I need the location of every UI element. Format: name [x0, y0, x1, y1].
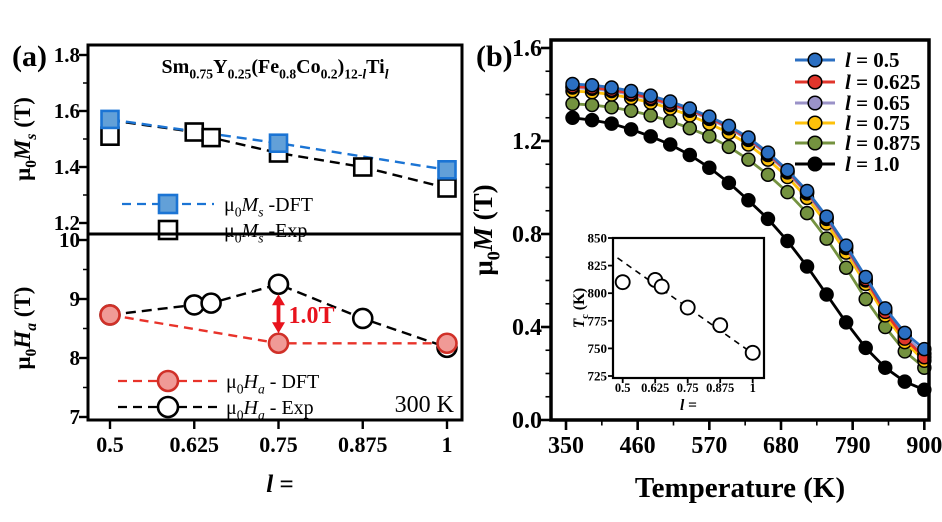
- inset-ytick: 825: [588, 258, 608, 273]
- a-top-ylabel: μ0Ms (T): [10, 97, 40, 181]
- a-bottom-ytick: 10: [59, 228, 80, 252]
- a-xlabel: l =: [266, 471, 293, 498]
- a-top-ytick: 1.4: [54, 155, 81, 179]
- series-l-0.5: [565, 76, 932, 357]
- legend-label-l-0.5: l = 0.5: [845, 48, 900, 72]
- inset-ytick: 800: [588, 286, 608, 301]
- a-bottom-ytick: 8: [70, 346, 81, 370]
- a-xtick: 1: [442, 432, 453, 457]
- series-l-1.0: [565, 110, 932, 398]
- panel-a: 1.2 1.4 1.6 1.8 Sm0.75Y0.25(Fe0.8Co0.2)12-lT…: [10, 43, 464, 498]
- panel-a-title: Sm0.75Y0.25(Fe0.8Co0.2)12-lTil: [162, 56, 389, 81]
- a-bottom-ytick: 7: [70, 405, 81, 429]
- legend-row-l-0.875: l = 0.875: [795, 131, 921, 155]
- a-bottom-ytick: 9: [70, 287, 81, 311]
- panel-a-bottom-plot: 1.0T 7 8 9 10 0.5 0.625 0.75 0.875 1 μ0Ha (T) l = 30…: [10, 228, 464, 498]
- series-ms-dft: [100, 109, 457, 180]
- b-ytick: 1.6: [512, 36, 542, 62]
- inset-ytick: 725: [588, 369, 608, 384]
- b-ytick: 0.8: [512, 222, 542, 248]
- inset-tc-points: [614, 272, 761, 361]
- inset-xtick: 0.875: [706, 381, 734, 395]
- a-xtick: 0.5: [96, 432, 124, 457]
- a-top-ytick: 1.2: [54, 211, 80, 235]
- a-top-ytick: 1.6: [54, 99, 80, 123]
- b-ytick: 0.4: [512, 315, 542, 341]
- series-ha-dft: [99, 304, 458, 355]
- legend-label-l-1.0: l = 1.0: [845, 152, 900, 176]
- b-ylabel: μ0M (T): [468, 184, 503, 275]
- b-xtick: 680: [763, 433, 799, 459]
- legend-ms-dft: μ0Ms -DFT: [224, 194, 313, 219]
- legend-row-l-0.65: l = 0.65: [795, 91, 910, 115]
- inset-xtick: 0.5: [615, 381, 631, 395]
- panel-b: 350 460 570 680 790 900 0.0 0.4 0.8 1.2 1.6 μ0M (T)…: [468, 36, 942, 504]
- inset-ytick: 750: [588, 341, 608, 356]
- legend-ms-exp: μ0Ms -Exp: [224, 220, 307, 245]
- a-xtick: 0.625: [170, 432, 220, 457]
- inset-xtick: 1: [750, 381, 756, 395]
- panel-b-inset: 725 750 775 800 825 850 0.5 0.625 0.75 0.875 1 Tc (…: [571, 231, 766, 414]
- b-xtick: 900: [906, 433, 942, 459]
- a-top-ytick: 1.8: [54, 43, 80, 67]
- b-xtick: 350: [548, 433, 584, 459]
- b-xlabel: Temperature (K): [635, 472, 845, 504]
- legend-row-l-0.625: l = 0.625: [795, 70, 921, 94]
- legend-ha-exp: μ0Ha - Exp: [226, 397, 314, 422]
- b-ytick: 0.0: [512, 408, 542, 434]
- panel-b-label: (b): [476, 40, 513, 73]
- delta-arrow-annotation: 1.0T: [272, 294, 335, 334]
- inset-xlabel: l =: [680, 397, 697, 414]
- panel-a-label: (a): [12, 40, 47, 73]
- inset-ytick: 775: [588, 313, 608, 328]
- inset-ytick: 850: [588, 231, 608, 246]
- inset-ylabel: Tc (K): [571, 288, 591, 328]
- a-xtick: 0.875: [338, 432, 388, 457]
- a-bottom-ylabel: μ0Ha (T): [10, 287, 40, 370]
- inset-xtick: 0.625: [641, 381, 669, 395]
- legend-ha-dft: μ0Ha - DFT: [226, 371, 319, 396]
- legend-label-l-0.625: l = 0.625: [845, 70, 921, 94]
- a-xtick: 0.75: [259, 432, 298, 457]
- b-xtick: 790: [835, 433, 871, 459]
- legend-row-l-1.0: l = 1.0: [795, 152, 900, 176]
- legend-label-l-0.875: l = 0.875: [845, 131, 921, 155]
- legend-label-l-0.65: l = 0.65: [845, 91, 910, 115]
- temperature-annotation: 300 K: [395, 392, 455, 418]
- b-xtick: 570: [691, 433, 727, 459]
- panel-a-top-plot: 1.2 1.4 1.6 1.8 Sm0.75Y0.25(Fe0.8Co0.2)12-lT…: [10, 43, 464, 245]
- arrow-label: 1.0T: [289, 303, 335, 329]
- inset-xtick: 0.75: [677, 381, 699, 395]
- legend-row-l-0.5: l = 0.5: [795, 48, 900, 72]
- b-xtick: 460: [620, 433, 656, 459]
- legend-label-l-0.75: l = 0.75: [845, 111, 910, 135]
- b-ytick: 1.2: [512, 129, 542, 155]
- legend-row-l-0.75: l = 0.75: [795, 111, 910, 135]
